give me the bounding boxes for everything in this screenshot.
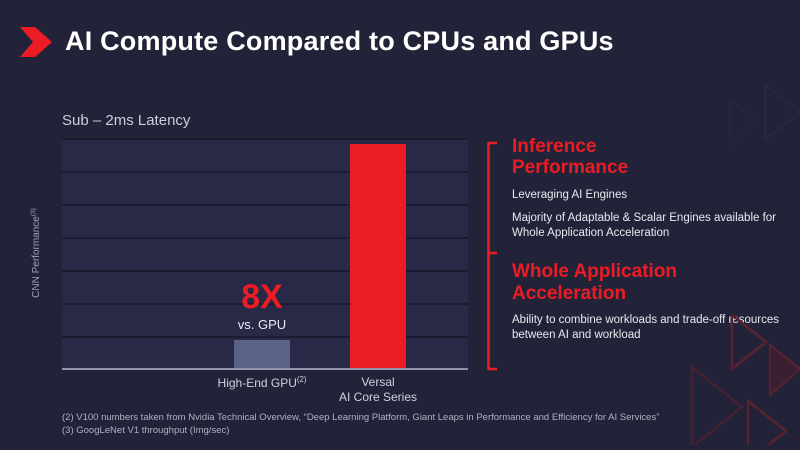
bar-versal-ai-core	[350, 143, 406, 368]
arrow-bullet-icon	[20, 26, 52, 57]
x-label-versal: Versal AI Core Series	[338, 375, 418, 404]
bullet-ai-engines: Leveraging AI Engines	[512, 188, 628, 201]
bullet-combine-workloads: Ability to combine workloads and trade-o…	[512, 313, 779, 341]
y-axis-label: CNN Performance(3)	[29, 208, 43, 298]
chart-subtitle: Sub – 2ms Latency	[62, 112, 191, 129]
footnote-2: (2) V100 numbers taken from Nvidia Techn…	[62, 412, 660, 423]
bullet-adaptable-scalar: Majority of Adaptable & Scalar Engines a…	[512, 212, 777, 240]
section-heading-inference: Inference Performance	[512, 136, 629, 179]
multiplier-caption: vs. GPU	[237, 317, 287, 332]
multiplier-value: 8X	[241, 278, 283, 316]
header: AI Compute Compared to CPUs and GPUs	[20, 26, 614, 57]
footnotes: (2) V100 numbers taken from Nvidia Techn…	[62, 411, 659, 438]
footnote-3: (3) GoogLeNet V1 throughput (Img/sec)	[62, 425, 230, 437]
bar-high-end-gpu	[234, 339, 290, 368]
right-panel: Inference Performance Leveraging AI Engi…	[512, 136, 786, 343]
section-heading-whole-app: Whole Application Acceleration	[512, 261, 678, 304]
section-bracket	[487, 141, 498, 376]
multiplier-annotation: 8X vs. GPU	[202, 280, 322, 332]
page-title: AI Compute Compared to CPUs and GPUs	[65, 26, 614, 56]
bar-chart-plot: 8X vs. GPU	[62, 138, 468, 370]
x-label-gpu: High-End GPU(2)	[217, 375, 307, 390]
